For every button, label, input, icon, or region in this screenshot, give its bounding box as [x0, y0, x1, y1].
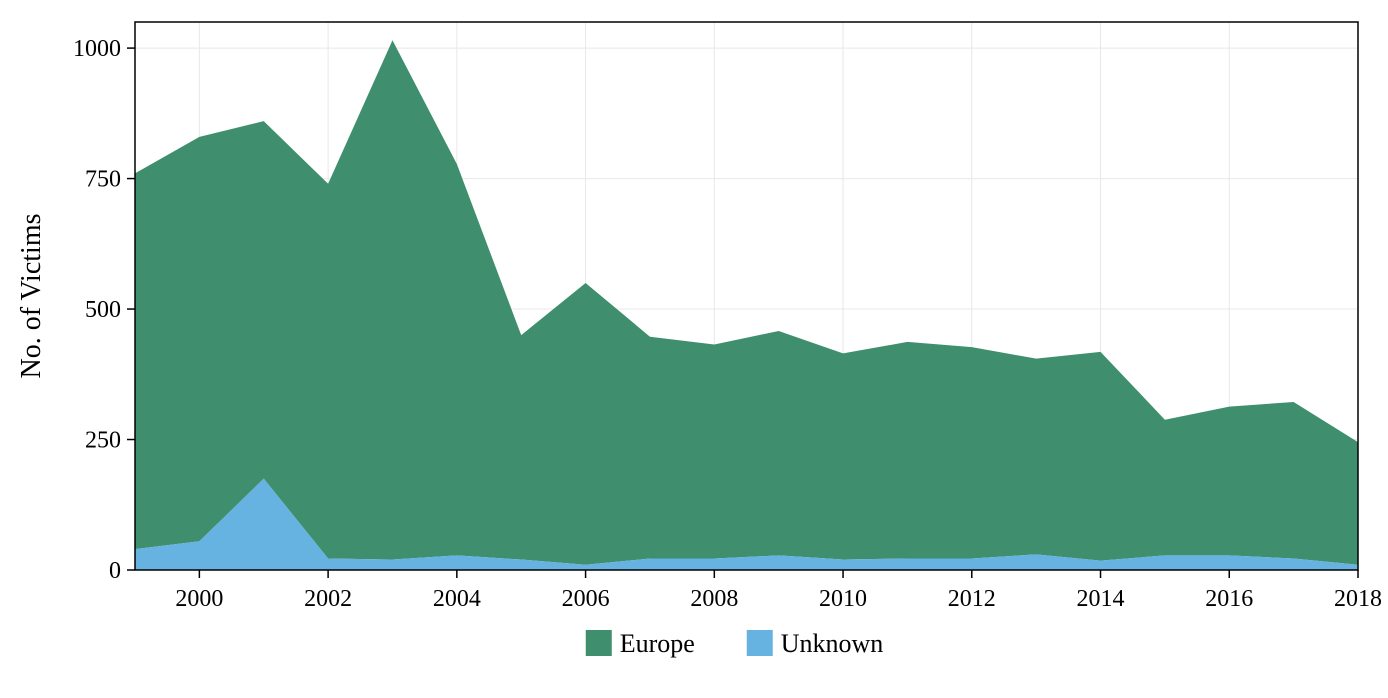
legend-label: Unknown	[781, 629, 884, 658]
x-tick-label: 2000	[175, 586, 223, 612]
y-tick-label: 1000	[73, 36, 121, 62]
x-tick-label: 2014	[1077, 586, 1125, 612]
legend-swatch	[586, 630, 612, 656]
x-tick-label: 2018	[1334, 586, 1382, 612]
x-tick-label: 2002	[304, 586, 352, 612]
x-tick-label: 2006	[562, 586, 610, 612]
x-tick-label: 2004	[433, 586, 481, 612]
legend-swatch	[747, 630, 773, 656]
legend-label: Europe	[620, 629, 695, 658]
y-tick-label: 250	[85, 428, 121, 454]
y-tick-label: 500	[85, 297, 121, 323]
x-tick-label: 2010	[819, 586, 867, 612]
y-axis-label: No. of Victims	[16, 213, 47, 378]
x-tick-label: 2016	[1205, 586, 1253, 612]
y-tick-label: 750	[85, 167, 121, 193]
victims-area-chart: 2000 2002 2004 2006 2008 2010 2012 2014 2016 2018…	[0, 0, 1388, 698]
x-tick-label: 2008	[690, 586, 738, 612]
x-tick-label: 2012	[948, 586, 996, 612]
chart-svg: 2000 2002 2004 2006 2008 2010 2012 2014 2016 2018…	[0, 0, 1388, 698]
y-tick-label: 0	[109, 558, 121, 584]
